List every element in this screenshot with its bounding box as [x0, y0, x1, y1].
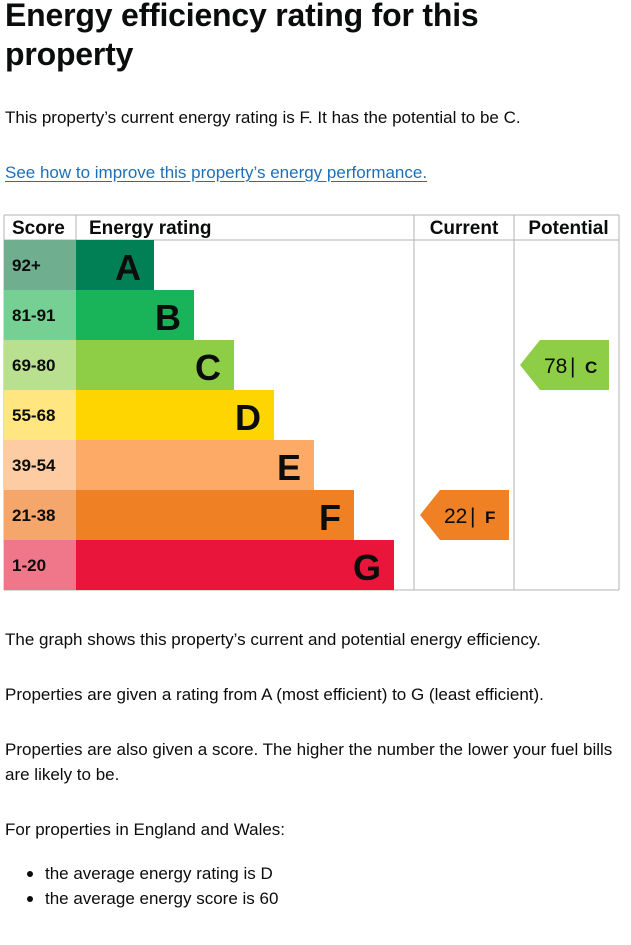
score-range-f: 21-38: [12, 506, 55, 525]
header-energy-rating: Energy rating: [89, 218, 211, 239]
rating-letter-e: E: [277, 447, 301, 488]
rating-letter-a: A: [115, 247, 141, 288]
potential-score-value: 78: [544, 355, 567, 378]
explanation-graph: The graph shows this property’s current …: [5, 630, 541, 649]
score-cell-c: [4, 340, 76, 390]
page-title: Energy efficiency rating for this proper…: [5, 0, 479, 72]
average-rating-item: the average energy rating is D: [5, 861, 278, 886]
improve-performance-link[interactable]: See how to improve this property’s energ…: [5, 163, 428, 182]
explanation-rating: Properties are given a rating from A (mo…: [5, 685, 544, 704]
score-cell-b: [4, 290, 76, 340]
current-arrow: [420, 490, 509, 540]
average-score-item: the average energy score is 60: [5, 886, 278, 911]
potential-arrow: [520, 340, 609, 390]
averages-list: the average energy rating is D the avera…: [5, 861, 278, 911]
score-range-c: 69-80: [12, 356, 55, 375]
header-score: Score: [12, 218, 65, 239]
score-cell-e: [4, 440, 76, 490]
score-range-g: 1-20: [12, 556, 46, 575]
rating-bar-d: [76, 390, 274, 440]
potential-divider: |: [570, 355, 575, 378]
rating-letter-c: C: [195, 347, 221, 388]
score-cell-g: [4, 540, 76, 590]
explanation-score: Properties are also given a score. The h…: [5, 740, 613, 784]
rating-letter-g: G: [353, 547, 381, 588]
rating-bar-g: [76, 540, 394, 590]
rating-bar-e: [76, 440, 314, 490]
chart-root: Score Energy rating Current Potential 92+ A 81…: [3, 214, 620, 591]
rating-letter-d: D: [235, 397, 261, 438]
score-cell-f: [4, 490, 76, 540]
score-cell-a: [4, 240, 76, 290]
header-current: Current: [430, 218, 499, 239]
potential-band-letter: C: [585, 358, 597, 377]
improve-performance-link-wrapper: See how to improve this property’s energ…: [5, 160, 625, 185]
explanation-region: For properties in England and Wales:: [5, 820, 286, 839]
rating-bar-c: [76, 340, 234, 390]
rating-bar-f: [76, 490, 354, 540]
rating-letter-f: F: [319, 497, 341, 538]
rating-bar-a: [76, 240, 154, 290]
rating-bar-b: [76, 290, 194, 340]
current-divider: |: [470, 505, 475, 528]
score-range-e: 39-54: [12, 456, 56, 475]
rating-letter-b: B: [155, 297, 181, 338]
score-range-a: 92+: [12, 256, 41, 275]
score-range-b: 81-91: [12, 306, 55, 325]
current-band-letter: F: [485, 508, 495, 527]
current-score-value: 22: [444, 505, 467, 528]
score-range-d: 55-68: [12, 406, 55, 425]
intro-text: This property’s current energy rating is…: [5, 108, 521, 127]
score-cell-d: [4, 390, 76, 440]
header-potential: Potential: [528, 218, 608, 239]
